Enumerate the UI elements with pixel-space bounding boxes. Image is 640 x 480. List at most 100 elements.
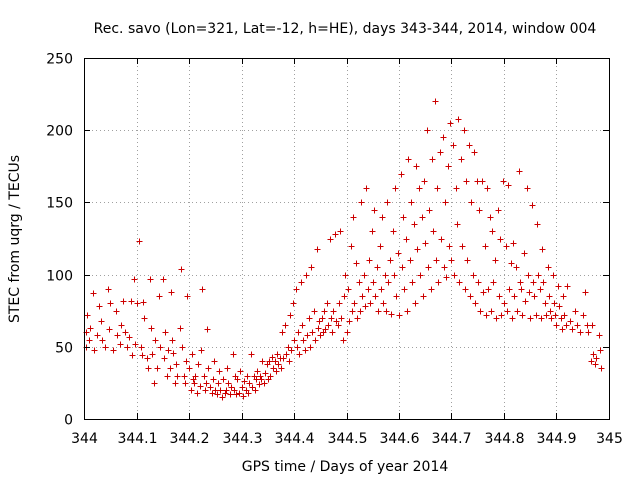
y-tick-label: 200	[46, 124, 73, 140]
data-point	[236, 390, 243, 397]
y-axis-label: STEC from uqrg / TECUs	[7, 155, 23, 323]
data-point	[237, 368, 244, 375]
data-point	[459, 243, 466, 250]
data-point	[117, 341, 124, 348]
data-point	[384, 199, 391, 206]
data-point	[205, 365, 212, 372]
data-point	[107, 300, 114, 307]
data-point	[383, 308, 390, 315]
data-point	[548, 315, 555, 322]
data-point	[513, 264, 520, 271]
data-point	[598, 365, 605, 372]
data-point	[359, 293, 366, 300]
data-point	[287, 312, 294, 319]
data-point	[514, 308, 521, 315]
data-point	[453, 185, 460, 192]
data-point	[295, 329, 302, 336]
data-point	[472, 300, 479, 307]
data-point	[328, 315, 335, 322]
data-point	[204, 326, 211, 333]
data-point	[529, 202, 536, 209]
data-point	[288, 347, 295, 354]
data-point	[141, 315, 148, 322]
data-point	[547, 308, 554, 315]
data-point	[475, 279, 482, 286]
data-point	[388, 311, 395, 318]
data-point	[345, 286, 352, 293]
data-point	[217, 387, 224, 394]
data-point	[466, 142, 473, 149]
x-tick-label: 344	[71, 431, 98, 447]
data-point	[224, 365, 231, 372]
chart-title: Rec. savo (Lon=321, Lat=-12, h=HE), days…	[94, 21, 597, 37]
data-point	[445, 163, 452, 170]
data-point	[248, 351, 255, 358]
data-point	[299, 322, 306, 329]
data-point	[225, 380, 232, 387]
x-tick-label: 344.9	[536, 431, 576, 447]
data-point	[414, 246, 421, 253]
data-point	[300, 337, 307, 344]
data-point	[152, 337, 159, 344]
data-point	[252, 387, 259, 394]
data-point	[315, 325, 322, 332]
data-point	[128, 298, 135, 305]
data-point	[259, 358, 266, 365]
data-point	[454, 221, 461, 228]
data-point	[501, 300, 508, 307]
data-point	[434, 185, 441, 192]
data-point	[385, 279, 392, 286]
data-point	[451, 272, 458, 279]
data-point	[470, 272, 477, 279]
data-point	[321, 308, 328, 315]
data-point	[307, 344, 314, 351]
data-point	[371, 207, 378, 214]
data-point	[522, 298, 529, 305]
data-point	[344, 329, 351, 336]
data-point	[102, 344, 109, 351]
data-point	[223, 387, 230, 394]
data-point	[340, 337, 347, 344]
data-point	[197, 383, 204, 390]
x-tick-label: 344.3	[222, 431, 262, 447]
data-point	[467, 293, 474, 300]
data-point	[577, 329, 584, 336]
data-point	[136, 238, 143, 245]
data-point	[542, 300, 549, 307]
data-point	[285, 344, 292, 351]
data-point	[239, 384, 246, 391]
data-point	[556, 303, 563, 310]
x-tick-label: 344.4	[274, 431, 314, 447]
data-point	[87, 325, 94, 332]
data-point	[195, 361, 202, 368]
data-point	[441, 264, 448, 271]
data-point	[558, 315, 565, 322]
data-point	[450, 142, 457, 149]
data-point	[164, 373, 171, 380]
data-point	[370, 279, 377, 286]
data-point	[392, 185, 399, 192]
data-point	[282, 322, 289, 329]
data-point	[138, 344, 145, 351]
x-axis-label: GPS time / Days of year 2014	[242, 459, 449, 475]
data-point	[479, 178, 486, 185]
data-point	[563, 322, 570, 329]
data-point	[422, 240, 429, 247]
data-point	[291, 337, 298, 344]
data-point	[374, 264, 381, 271]
data-point	[399, 264, 406, 271]
data-point	[477, 308, 484, 315]
data-point	[498, 312, 505, 319]
data-point	[496, 293, 503, 300]
data-point	[564, 283, 571, 290]
data-point	[245, 390, 252, 397]
data-point	[363, 185, 370, 192]
data-point	[114, 332, 121, 339]
data-point	[94, 332, 101, 339]
data-point	[335, 322, 342, 329]
data-point	[346, 318, 353, 325]
data-point	[201, 373, 208, 380]
data-point	[349, 308, 356, 315]
data-point	[161, 355, 168, 362]
data-point	[337, 228, 344, 235]
